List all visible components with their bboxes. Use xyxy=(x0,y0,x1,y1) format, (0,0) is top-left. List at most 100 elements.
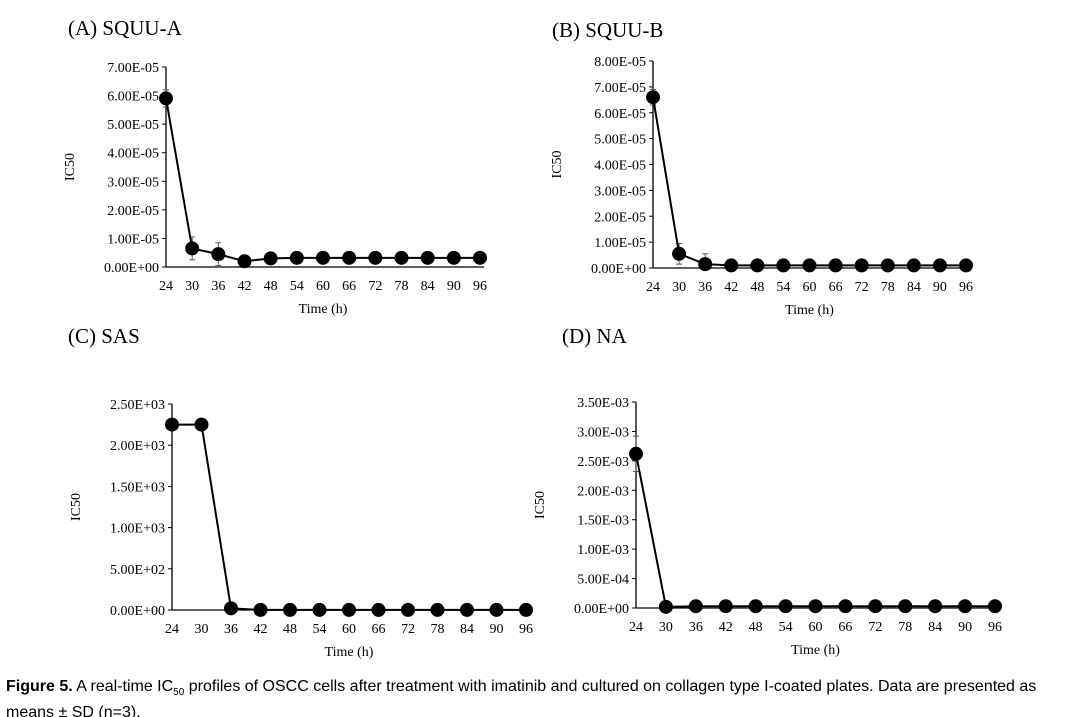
x-tick-label: 96 xyxy=(519,622,533,637)
x-tick-label: 54 xyxy=(779,620,793,635)
x-tick-label: 96 xyxy=(473,279,487,294)
data-point xyxy=(724,258,739,273)
x-tick-label: 30 xyxy=(185,279,199,294)
data-point xyxy=(776,258,791,273)
x-tick-label: 66 xyxy=(372,622,386,637)
data-point xyxy=(854,258,869,273)
data-point xyxy=(342,602,356,617)
x-tick-label: 84 xyxy=(907,280,921,295)
x-tick-label: 24 xyxy=(629,620,643,635)
x-tick-label: 30 xyxy=(672,280,686,295)
y-tick-label: 8.00E-05 xyxy=(594,55,646,70)
x-tick-label: 90 xyxy=(958,620,972,635)
data-point xyxy=(460,602,474,617)
x-tick-label: 48 xyxy=(749,620,763,635)
x-tick-label: 42 xyxy=(719,620,733,635)
x-tick-label: 60 xyxy=(342,622,356,637)
caption-text-2: profiles of OSCC cells after treatment w… xyxy=(6,678,1037,717)
y-tick-label: 1.00E+03 xyxy=(110,522,165,537)
x-tick-label: 24 xyxy=(646,280,660,295)
chart-title: (C) SAS xyxy=(68,324,140,348)
data-point xyxy=(868,599,883,614)
x-tick-label: 30 xyxy=(659,620,673,635)
data-point xyxy=(446,250,461,265)
x-tick-label: 36 xyxy=(224,622,238,637)
data-point xyxy=(430,602,445,617)
x-tick-label: 72 xyxy=(368,279,382,294)
data-point xyxy=(185,241,200,256)
x-axis-label: Time (h) xyxy=(791,643,840,658)
x-tick-label: 78 xyxy=(395,279,409,294)
y-tick-label: 1.00E-05 xyxy=(594,236,646,251)
chart-title: (B) SQUU-B xyxy=(552,18,663,42)
x-tick-label: 54 xyxy=(776,280,790,295)
data-point xyxy=(237,254,252,269)
data-point xyxy=(880,258,895,273)
x-tick-label: 24 xyxy=(159,279,173,294)
data-point xyxy=(688,599,703,614)
x-tick-label: 36 xyxy=(211,279,225,294)
x-axis-label: Time (h) xyxy=(299,302,348,317)
y-tick-label: 1.00E-03 xyxy=(577,543,629,558)
series-line xyxy=(165,98,480,263)
data-point xyxy=(401,602,415,617)
x-tick-label: 66 xyxy=(342,279,356,294)
x-tick-label: 36 xyxy=(698,280,712,295)
x-tick-label: 30 xyxy=(195,622,209,637)
x-tick-label: 54 xyxy=(290,279,304,294)
x-tick-label: 42 xyxy=(238,279,252,294)
y-axis-label: IC50 xyxy=(533,491,548,519)
x-tick-label: 42 xyxy=(724,280,738,295)
y-tick-label: 2.00E+03 xyxy=(110,439,165,454)
data-point xyxy=(718,599,733,614)
data-point xyxy=(658,599,673,614)
data-point xyxy=(253,602,268,617)
x-tick-label: 48 xyxy=(283,622,297,637)
data-point xyxy=(165,417,179,432)
data-point xyxy=(368,250,383,265)
data-point xyxy=(932,258,947,273)
data-point xyxy=(312,602,327,617)
data-point xyxy=(420,250,435,265)
y-tick-label: 2.00E-05 xyxy=(107,204,159,219)
x-tick-label: 72 xyxy=(401,622,415,637)
x-tick-label: 78 xyxy=(881,280,895,295)
data-point xyxy=(159,91,173,106)
caption-label: Figure 5. xyxy=(6,678,73,695)
data-point xyxy=(698,257,713,272)
y-tick-label: 3.00E-05 xyxy=(594,184,646,199)
x-tick-label: 42 xyxy=(254,622,268,637)
figure-caption: Figure 5. A real-time IC50 profiles of O… xyxy=(6,677,1076,717)
y-tick-label: 5.00E-05 xyxy=(594,133,646,148)
x-tick-label: 78 xyxy=(898,620,912,635)
data-point xyxy=(473,250,487,265)
data-point xyxy=(342,250,357,265)
y-tick-label: 1.00E-05 xyxy=(107,232,159,247)
y-axis-label: IC50 xyxy=(550,151,565,179)
x-tick-label: 72 xyxy=(855,280,869,295)
x-tick-label: 90 xyxy=(933,280,947,295)
y-tick-label: 0.00E+00 xyxy=(104,261,159,276)
data-point xyxy=(519,602,533,617)
series-line xyxy=(652,97,966,267)
y-tick-label: 3.50E-03 xyxy=(577,396,629,411)
data-point xyxy=(750,258,765,273)
y-tick-label: 6.00E-05 xyxy=(594,107,646,122)
y-tick-label: 4.00E-05 xyxy=(594,159,646,174)
x-tick-label: 66 xyxy=(838,620,852,635)
data-point xyxy=(629,446,643,461)
x-tick-label: 72 xyxy=(868,620,882,635)
y-tick-label: 2.00E-03 xyxy=(577,484,629,499)
data-point xyxy=(958,599,973,614)
y-tick-label: 2.50E+03 xyxy=(110,398,165,413)
series-line xyxy=(635,453,995,608)
y-tick-label: 4.00E-05 xyxy=(107,147,159,162)
caption-text: A real-time IC xyxy=(72,678,174,695)
x-tick-label: 60 xyxy=(803,280,817,295)
x-tick-label: 96 xyxy=(959,280,973,295)
y-tick-label: 5.00E-05 xyxy=(107,118,159,133)
y-tick-label: 7.00E-05 xyxy=(594,81,646,96)
data-point xyxy=(211,247,226,262)
y-tick-label: 0.00E+00 xyxy=(110,604,165,619)
